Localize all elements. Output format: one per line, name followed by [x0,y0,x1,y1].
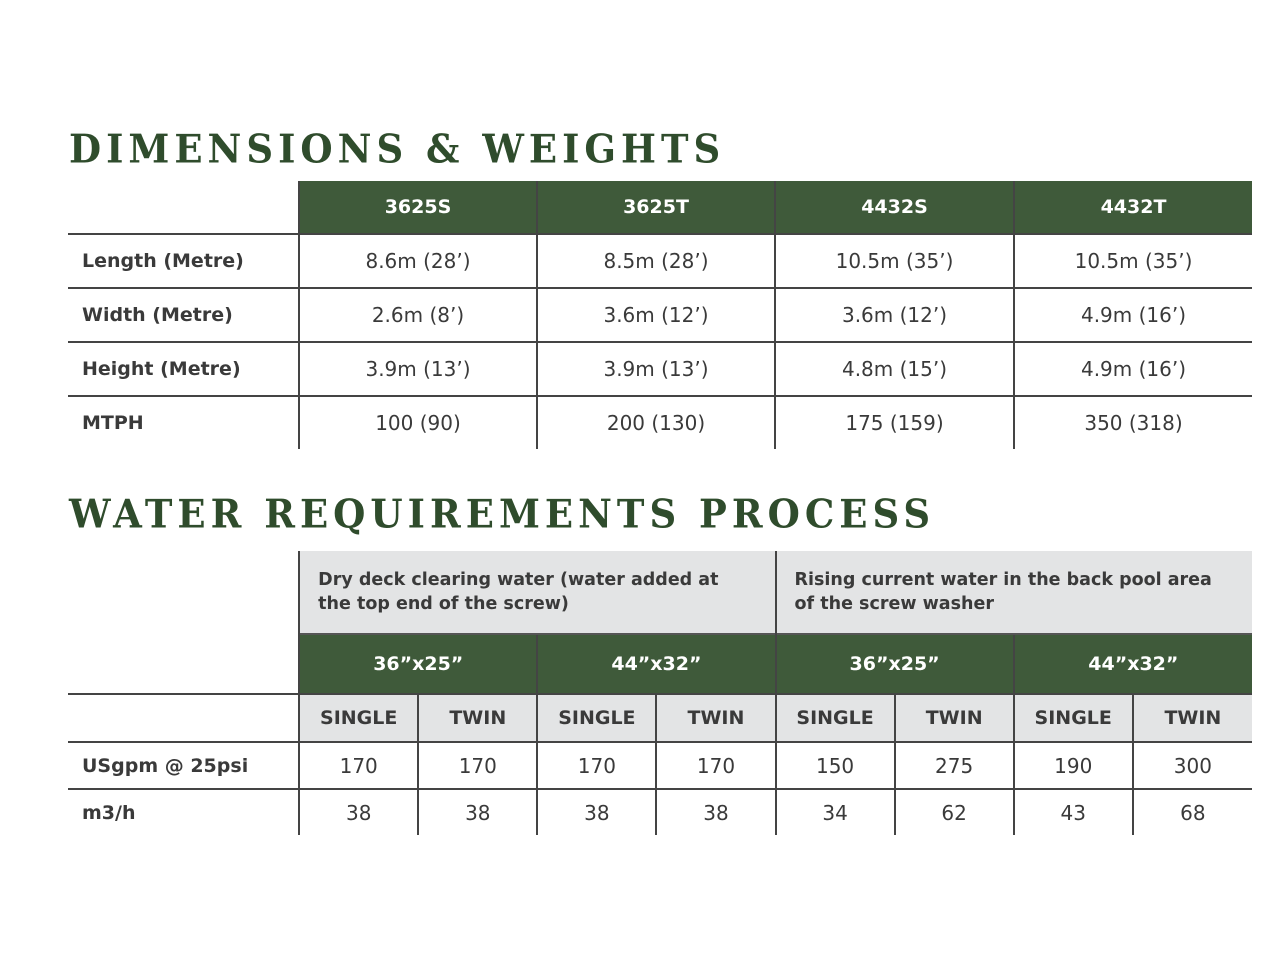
row-label: MTPH [68,395,299,449]
blank-cell [68,551,299,634]
table-row: Length (Metre) 8.6m (28’) 8.5m (28’) 10.5m … [68,233,1252,288]
table-cell: 170 [536,741,657,789]
table-cell: 170 [298,741,419,789]
row-label: Length (Metre) [68,233,299,288]
size-header: 44”x32” [1012,633,1252,694]
table-row: USgpm @ 25psi 170 170 170 170 150 275 190 300 [68,741,1252,789]
table-cell: 8.6m (28’) [298,233,537,288]
sub-header: SINGLE [536,693,657,742]
blank-cell [68,634,299,694]
section-title-water: WATER REQUIREMENTS PROCESS [69,490,936,538]
column-header: 3625T [536,181,775,234]
table-cell: 3.6m (12’) [536,287,775,342]
table-cell: 4.9m (16’) [1013,287,1252,342]
table-cell: 10.5m (35’) [1013,233,1252,288]
size-header: 36”x25” [298,633,538,694]
table-cell: 190 [1012,741,1133,789]
table-row: m3/h 38 38 38 38 34 62 43 68 [68,788,1252,835]
table-cell: 38 [536,788,657,835]
table-cell: 100 (90) [298,395,537,449]
blank-cell [68,693,300,742]
table-cell: 43 [1012,788,1133,835]
table-cell: 8.5m (28’) [536,233,775,288]
sub-header: SINGLE [1012,693,1133,742]
sub-header: TWIN [1131,693,1252,742]
table-row: Height (Metre) 3.9m (13’) 3.9m (13’) 4.8m (… [68,341,1252,396]
table-row: MTPH 100 (90) 200 (130) 175 (159) 350 (318) [68,395,1252,449]
sub-header: TWIN [655,693,776,742]
group-header: Dry deck clearing water (water added at … [298,551,776,634]
dimensions-table: 3625S 3625T 4432S 4432T Length (Metre) 8.… [68,181,1252,449]
table-cell: 68 [1131,788,1252,835]
table-cell: 175 (159) [774,395,1014,449]
table-cell: 38 [655,788,776,835]
group-header: Rising current water in the back pool ar… [774,551,1252,634]
size-header: 36”x25” [774,633,1014,694]
blank-cell [68,181,299,234]
table-cell: 170 [417,741,538,789]
section-title-dimensions: DIMENSIONS & WEIGHTS [69,125,726,173]
sub-header: TWIN [417,693,538,742]
row-label: Width (Metre) [68,287,299,342]
table-cell: 200 (130) [536,395,775,449]
table-cell: 275 [893,741,1014,789]
column-header: 4432S [774,181,1014,234]
sub-header: SINGLE [774,693,895,742]
table-row: Width (Metre) 2.6m (8’) 3.6m (12’) 3.6m (12… [68,287,1252,342]
table-cell: 3.9m (13’) [298,341,537,396]
table-cell: 2.6m (8’) [298,287,537,342]
table-cell: 62 [893,788,1014,835]
table-cell: 10.5m (35’) [774,233,1014,288]
sub-header: TWIN [893,693,1014,742]
row-label: m3/h [68,788,300,835]
table-cell: 38 [298,788,419,835]
table-cell: 150 [774,741,895,789]
table-cell: 300 [1131,741,1252,789]
table-cell: 38 [417,788,538,835]
row-label: Height (Metre) [68,341,299,396]
sub-header: SINGLE [298,693,419,742]
table-cell: 3.9m (13’) [536,341,775,396]
column-header: 3625S [298,181,537,234]
table-cell: 4.9m (16’) [1013,341,1252,396]
table-cell: 350 (318) [1013,395,1252,449]
table-cell: 34 [774,788,895,835]
column-header: 4432T [1013,181,1252,234]
table-cell: 170 [655,741,776,789]
table-cell: 3.6m (12’) [774,287,1014,342]
row-label: USgpm @ 25psi [68,741,300,789]
table-cell: 4.8m (15’) [774,341,1014,396]
water-table: Dry deck clearing water (water added at … [68,551,1252,835]
size-header: 44”x32” [536,633,776,694]
